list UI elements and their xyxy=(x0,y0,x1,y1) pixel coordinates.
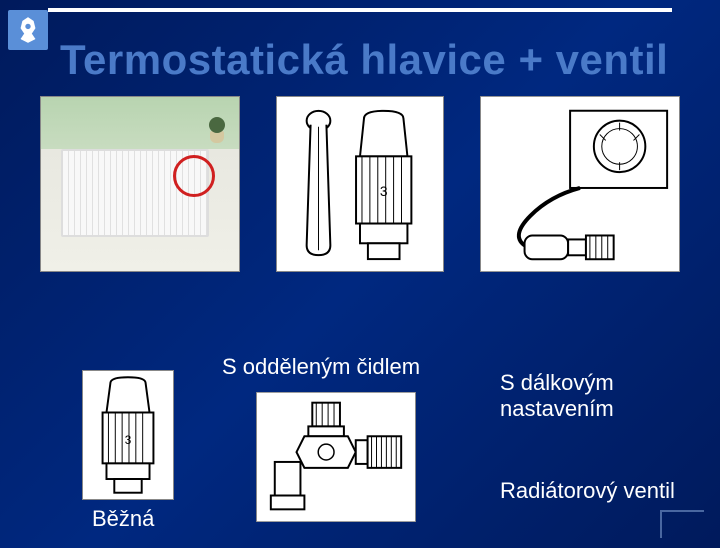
highlight-circle xyxy=(173,155,215,197)
sensor-diagram: 3 xyxy=(276,96,444,272)
svg-text:3: 3 xyxy=(380,183,388,199)
label-valve: Radiátorový ventil xyxy=(500,478,675,504)
plant-decoration xyxy=(207,117,227,145)
thermostatic-head-icon: 3 xyxy=(83,370,173,500)
label-common: Běžná xyxy=(92,506,154,532)
logo xyxy=(8,10,48,50)
corner-decoration xyxy=(660,510,704,538)
thermostatic-head-sensor-icon: 3 xyxy=(277,96,443,272)
radiator-valve-icon xyxy=(257,392,415,522)
valve-diagram xyxy=(256,392,416,522)
lion-emblem-icon xyxy=(10,12,46,48)
image-row-1: 3 xyxy=(0,96,720,272)
label-remote: S dálkovým nastavením xyxy=(500,370,720,422)
remote-diagram xyxy=(480,96,680,272)
remote-setter-icon xyxy=(481,96,679,272)
slide-title: Termostatická hlavice + ventil xyxy=(0,12,720,96)
svg-text:3: 3 xyxy=(125,434,132,447)
label-sensor: S odděleným čidlem xyxy=(222,354,420,380)
radiator-photo xyxy=(40,96,240,272)
head-diagram: 3 xyxy=(82,370,174,500)
